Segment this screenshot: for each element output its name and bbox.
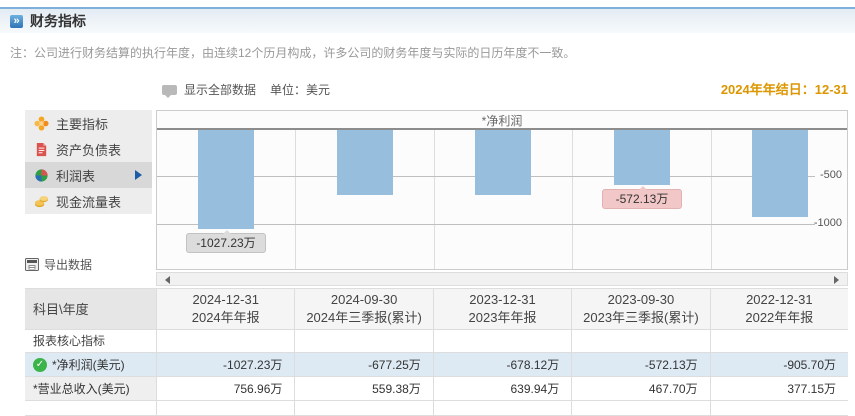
menu-item-label: 主要指标: [56, 116, 109, 132]
column-period: 2024年三季报(累计): [306, 310, 422, 325]
export-data-label: 导出数据: [44, 258, 93, 272]
coins-icon: [34, 195, 49, 207]
report-type-menu: 主要指标 资产负债表 利润表 现金流量表: [25, 110, 152, 214]
section-label: 报表核心指标: [25, 330, 156, 352]
scroll-right-icon[interactable]: [834, 276, 843, 284]
column-date: 2023-12-31: [469, 292, 536, 307]
unit-label: 单位：美元: [270, 83, 331, 97]
page-title: 财务指标: [30, 13, 86, 29]
empty-cell: [571, 330, 709, 352]
table-row-total-revenue[interactable]: *营业总收入(美元) 756.96万 559.38万 639.94万 467.7…: [25, 377, 849, 401]
chart-bar[interactable]: [475, 130, 531, 196]
chart-title: *净利润: [481, 114, 523, 128]
table-row-net-profit[interactable]: *净利润(美元) -1027.23万 -677.25万 -678.12万 -57…: [25, 353, 849, 377]
value-cell: 639.94万: [432, 377, 572, 400]
value-cell: 756.96万: [156, 377, 295, 400]
flower-icon: [34, 115, 49, 131]
menu-item-label: 利润表: [56, 168, 96, 184]
column-header: 2023-09-30 2023年三季报(累计): [571, 289, 710, 329]
row-label-cell: [25, 401, 156, 415]
row-label: *营业总收入(美元): [33, 381, 130, 396]
column-date: 2022-12-31: [746, 292, 813, 307]
financial-data-table: 科目\年度 2024-12-31 2024年年报 2024-09-30 2024…: [25, 288, 849, 416]
show-all-data-button[interactable]: 显示全部数据: [184, 83, 257, 97]
empty-cell: [709, 401, 848, 415]
value-cell: -905.70万: [709, 353, 849, 376]
value-cell: 559.38万: [294, 377, 433, 400]
bar-tooltip-gray: -1027.23万: [186, 230, 266, 253]
value-cell: -678.12万: [432, 353, 572, 376]
empty-cell: [432, 401, 571, 415]
empty-cell: [156, 330, 294, 352]
column-date: 2024-12-31: [192, 292, 259, 307]
bar-tooltip-pink: -572.13万: [602, 186, 682, 209]
menu-item-main-indicators[interactable]: 主要指标: [25, 110, 152, 136]
section-header-row: 报表核心指标: [25, 330, 848, 353]
column-header: 2024-09-30 2024年三季报(累计): [294, 289, 433, 329]
fiscal-year-end-label: 2024年年结日：12-31: [720, 82, 848, 97]
empty-cell: [709, 330, 848, 352]
value-cell: -677.25万: [294, 353, 433, 376]
chart-bar[interactable]: [614, 130, 670, 185]
empty-cell: [432, 330, 571, 352]
empty-cell: [156, 401, 294, 415]
menu-item-label: 资产负债表: [56, 142, 122, 158]
value-cell: -1027.23万: [156, 353, 295, 376]
value-cell: 467.70万: [571, 377, 710, 400]
y-axis-tick: -1000: [813, 217, 842, 229]
column-header: 2023-12-31 2023年年报: [432, 289, 572, 329]
section-header-icon: [10, 14, 23, 28]
chart-bar[interactable]: [198, 130, 254, 229]
fiscal-year-note: 注：公司进行财务结算的执行年度，由连续12个历月构成，许多公司的财务年度与实际的…: [10, 46, 576, 60]
chart-bar[interactable]: [337, 130, 393, 195]
chart-bar[interactable]: [752, 130, 808, 217]
chart-zero-axis: [157, 128, 847, 130]
column-date: 2024-09-30: [330, 292, 398, 307]
export-data-icon: [25, 258, 39, 271]
column-date: 2023-09-30: [607, 292, 675, 307]
table-header-row: 科目\年度 2024-12-31 2024年年报 2024-09-30 2024…: [25, 289, 849, 330]
speech-bubble-icon: [162, 85, 177, 98]
column-period: 2023年年报: [468, 310, 537, 325]
selected-arrow-icon: [135, 170, 147, 180]
pie-sphere-icon: [35, 168, 48, 182]
menu-item-label: 现金流量表: [56, 194, 122, 210]
section-header: 财务指标: [0, 7, 855, 33]
scroll-left-icon[interactable]: [161, 276, 170, 284]
export-data-button[interactable]: 导出数据: [25, 256, 92, 273]
chart-vgridline: [434, 130, 435, 269]
corner-header-cell: 科目\年度: [25, 289, 156, 329]
value-cell: -572.13万: [571, 353, 710, 376]
row-label-cell[interactable]: *营业总收入(美元): [25, 377, 156, 400]
empty-cell: [294, 401, 432, 415]
chart-vgridline: [711, 130, 712, 269]
column-period: 2023年三季报(累计): [583, 310, 699, 325]
check-icon: [33, 357, 47, 372]
column-period: 2022年年报: [745, 310, 814, 325]
net-profit-chart: *净利润 -500 -1000 -1027.23万 -572.13万: [156, 110, 848, 270]
y-axis-tick: -500: [819, 169, 842, 181]
column-header: 2024-12-31 2024年年报: [156, 289, 295, 329]
empty-cell: [294, 330, 432, 352]
document-icon: [36, 142, 47, 156]
value-cell: 377.15万: [709, 377, 849, 400]
chart-scrollbar[interactable]: [156, 272, 848, 286]
menu-item-cash-flow[interactable]: 现金流量表: [25, 188, 152, 214]
row-label-cell[interactable]: *净利润(美元): [25, 353, 156, 376]
chart-vgridline: [572, 130, 573, 269]
empty-cell: [571, 401, 709, 415]
table-row-partial: [25, 401, 848, 416]
chart-vgridline: [295, 130, 296, 269]
row-label: *净利润(美元): [52, 357, 125, 372]
menu-item-balance-sheet[interactable]: 资产负债表: [25, 136, 152, 162]
column-period: 2024年年报: [191, 310, 260, 325]
column-header: 2022-12-31 2022年年报: [709, 289, 849, 329]
menu-item-income-statement[interactable]: 利润表: [25, 162, 152, 188]
chart-hgridline-1000: [157, 224, 815, 225]
